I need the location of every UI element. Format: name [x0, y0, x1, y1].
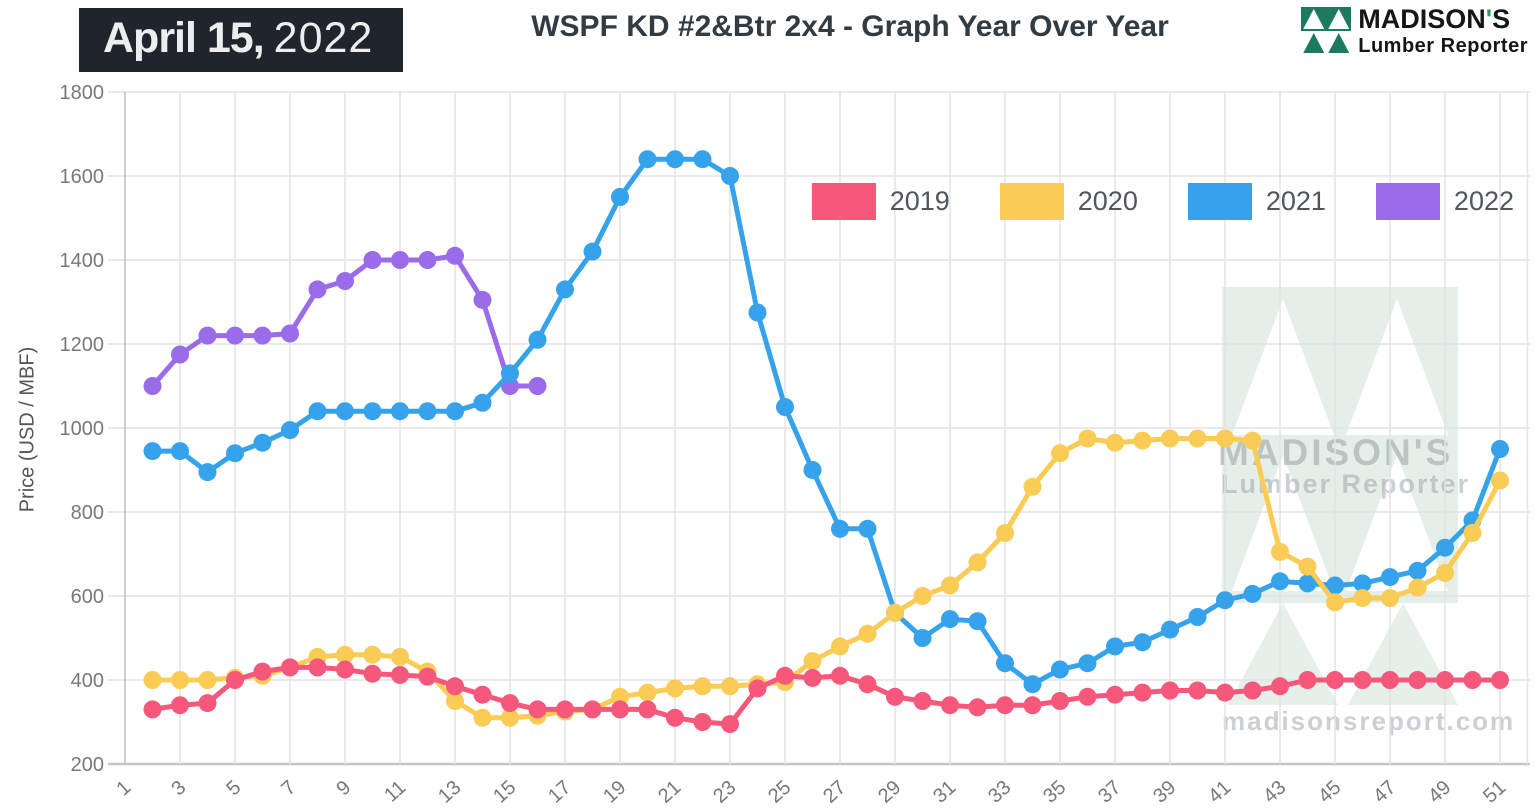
svg-text:11: 11	[380, 776, 410, 806]
madisons-logo: MADISON'S Lumber Reporter	[1301, 6, 1528, 56]
series-2022	[143, 246, 547, 395]
y-axis-title: Price (USD / MBF)	[16, 346, 39, 513]
svg-text:800: 800	[71, 502, 104, 524]
svg-text:37: 37	[1094, 776, 1125, 807]
svg-text:51: 51	[1479, 776, 1510, 807]
legend-label-2019: 2019	[889, 186, 950, 216]
legend-item-2020[interactable]: 2020	[999, 183, 1138, 220]
date-badge: April 15, 2022	[79, 8, 404, 72]
svg-text:41: 41	[1204, 776, 1235, 807]
logo-name: MADISON'S	[1358, 4, 1511, 34]
svg-text:31: 31	[929, 776, 960, 807]
svg-text:21: 21	[654, 776, 685, 807]
svg-text:1200: 1200	[60, 334, 105, 356]
svg-text:45: 45	[1314, 776, 1345, 807]
series-2021	[143, 150, 1509, 694]
legend-item-2022[interactable]: 2022	[1375, 183, 1514, 220]
legend-item-2019[interactable]: 2019	[811, 183, 950, 220]
legend-swatch-2020	[999, 183, 1064, 220]
svg-text:200: 200	[71, 754, 104, 776]
legend-label-2022: 2022	[1453, 186, 1514, 216]
svg-text:3: 3	[167, 776, 190, 800]
chart-legend: 2019 2020 2021 2022	[811, 183, 1514, 220]
series-2019	[143, 658, 1509, 734]
page-title: WSPF KD #2&Btr 2x4 - Graph Year Over Yea…	[531, 10, 1169, 43]
legend-swatch-2019	[811, 183, 876, 220]
date-badge-year: 2022	[273, 14, 374, 62]
legend-label-2020: 2020	[1077, 186, 1138, 216]
svg-text:47: 47	[1369, 776, 1400, 807]
legend-swatch-2021	[1187, 183, 1252, 220]
svg-text:600: 600	[71, 586, 104, 608]
svg-text:19: 19	[599, 776, 630, 807]
svg-text:1000: 1000	[60, 418, 105, 440]
svg-text:1400: 1400	[60, 250, 105, 272]
svg-text:39: 39	[1149, 776, 1180, 807]
svg-text:400: 400	[71, 670, 104, 692]
date-badge-day: April 15,	[103, 14, 265, 62]
svg-text:29: 29	[874, 776, 905, 807]
svg-text:17: 17	[544, 776, 575, 807]
svg-text:23: 23	[709, 776, 740, 807]
legend-swatch-2022	[1375, 183, 1440, 220]
svg-text:13: 13	[434, 776, 465, 807]
svg-text:25: 25	[764, 776, 795, 807]
logo-apostrophe-leaf-icon: '	[1485, 4, 1493, 34]
logo-tagline: Lumber Reporter	[1358, 35, 1528, 57]
svg-text:5: 5	[222, 776, 245, 800]
svg-text:43: 43	[1259, 776, 1290, 807]
svg-text:27: 27	[819, 776, 850, 807]
svg-text:33: 33	[984, 776, 1015, 807]
svg-text:9: 9	[332, 776, 355, 800]
legend-item-2021[interactable]: 2021	[1187, 183, 1326, 220]
svg-text:7: 7	[277, 776, 300, 800]
svg-text:15: 15	[489, 776, 520, 807]
svg-text:49: 49	[1424, 776, 1455, 807]
svg-text:1600: 1600	[60, 166, 105, 188]
svg-text:1800: 1800	[60, 82, 105, 104]
legend-label-2021: 2021	[1265, 186, 1326, 216]
svg-text:1: 1	[112, 776, 135, 800]
madisons-logo-icon	[1301, 7, 1352, 55]
svg-text:35: 35	[1039, 776, 1070, 807]
